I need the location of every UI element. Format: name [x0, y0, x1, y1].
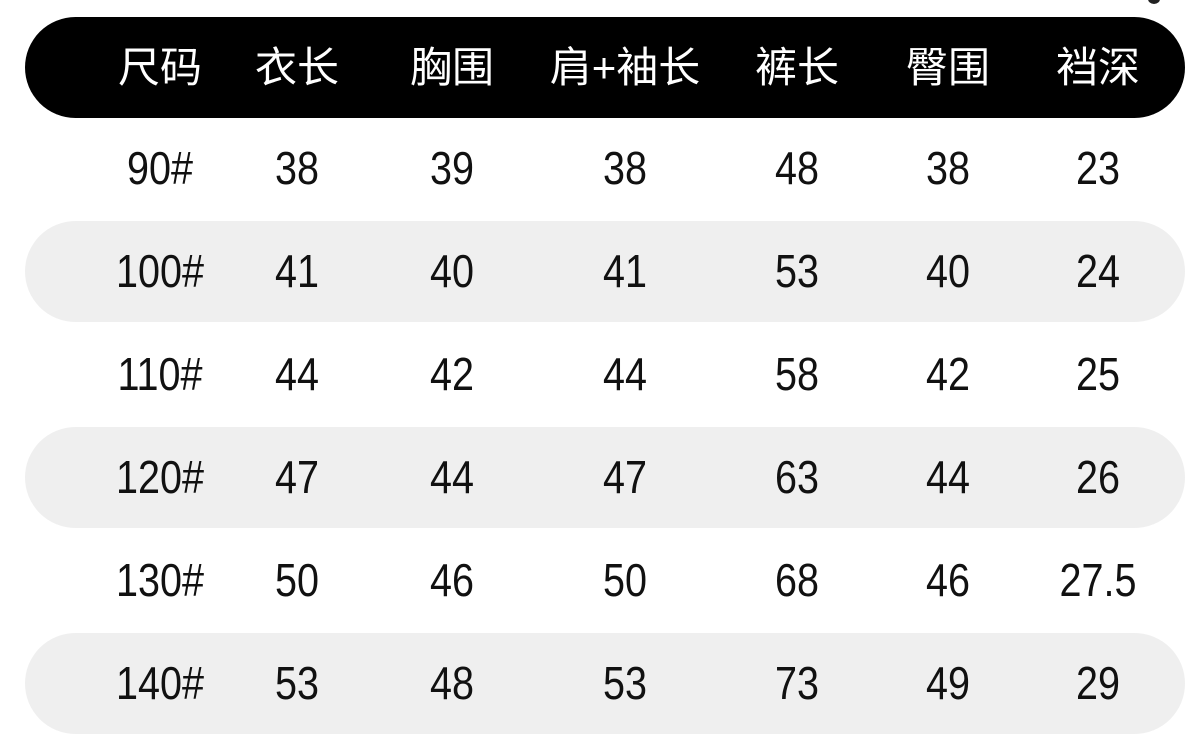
cell-chest: 46: [429, 554, 474, 606]
cell-rise: 27.5: [1059, 554, 1137, 606]
table-row: 90# 38 39 38 48 38 23: [25, 118, 1185, 219]
table-row: 110# 44 42 44 58 42 25: [25, 324, 1185, 425]
header-chest: 胸围: [409, 44, 494, 91]
cell-shoulder-sleeve: 41: [602, 245, 647, 297]
table-row: 140# 53 48 53 73 49 29: [25, 633, 1185, 734]
cell-rise: 23: [1075, 142, 1120, 194]
cell-size: 110#: [117, 348, 203, 400]
cell-pants-length: 68: [774, 554, 819, 606]
header-rise: 裆深: [1055, 44, 1140, 91]
cell-pants-length: 63: [774, 451, 819, 503]
header-shoulder-sleeve: 肩+袖长: [549, 44, 701, 91]
cell-chest: 40: [429, 245, 474, 297]
table-row: 120# 47 44 47 63 44 26: [25, 427, 1185, 528]
cell-hip: 40: [925, 245, 970, 297]
cell-shoulder-sleeve: 44: [602, 348, 647, 400]
table-header: 尺码 衣长 胸围 肩+袖长 裤长 臀围 裆深: [25, 17, 1185, 118]
header-size: 尺码: [117, 44, 202, 91]
cell-length: 50: [274, 554, 319, 606]
cell-chest: 39: [429, 142, 474, 194]
cell-length: 53: [274, 657, 319, 709]
table-row: 130# 50 46 50 68 46 27.5: [25, 530, 1185, 631]
cell-hip: 49: [925, 657, 970, 709]
cell-chest: 42: [429, 348, 474, 400]
cell-pants-length: 58: [774, 348, 819, 400]
cell-chest: 48: [429, 657, 474, 709]
cell-length: 47: [274, 451, 319, 503]
cell-hip: 42: [925, 348, 970, 400]
cell-length: 38: [274, 142, 319, 194]
cell-size: 100#: [115, 245, 205, 297]
cell-size: 130#: [115, 554, 205, 606]
cell-pants-length: 73: [774, 657, 819, 709]
cell-rise: 29: [1075, 657, 1120, 709]
cell-shoulder-sleeve: 50: [602, 554, 647, 606]
header-pants-length: 裤长: [754, 44, 839, 91]
cell-size: 140#: [115, 657, 205, 709]
cell-rise: 26: [1075, 451, 1120, 503]
cell-length: 41: [274, 245, 319, 297]
header-length: 衣长: [254, 44, 339, 91]
header-hip: 臀围: [905, 44, 990, 91]
cell-hip: 46: [925, 554, 970, 606]
cell-chest: 44: [429, 451, 474, 503]
cell-shoulder-sleeve: 47: [602, 451, 647, 503]
cell-shoulder-sleeve: 38: [602, 142, 647, 194]
cell-shoulder-sleeve: 53: [602, 657, 647, 709]
cell-hip: 44: [925, 451, 970, 503]
cell-pants-length: 48: [774, 142, 819, 194]
cell-rise: 24: [1075, 245, 1120, 297]
cell-hip: 38: [925, 142, 970, 194]
cell-size: 90#: [126, 142, 194, 194]
corner-mark: [1148, 0, 1160, 4]
table-row: 100# 41 40 41 53 40 24: [25, 221, 1185, 322]
cell-pants-length: 53: [774, 245, 819, 297]
cell-rise: 25: [1075, 348, 1120, 400]
cell-length: 44: [274, 348, 319, 400]
cell-size: 120#: [115, 451, 205, 503]
